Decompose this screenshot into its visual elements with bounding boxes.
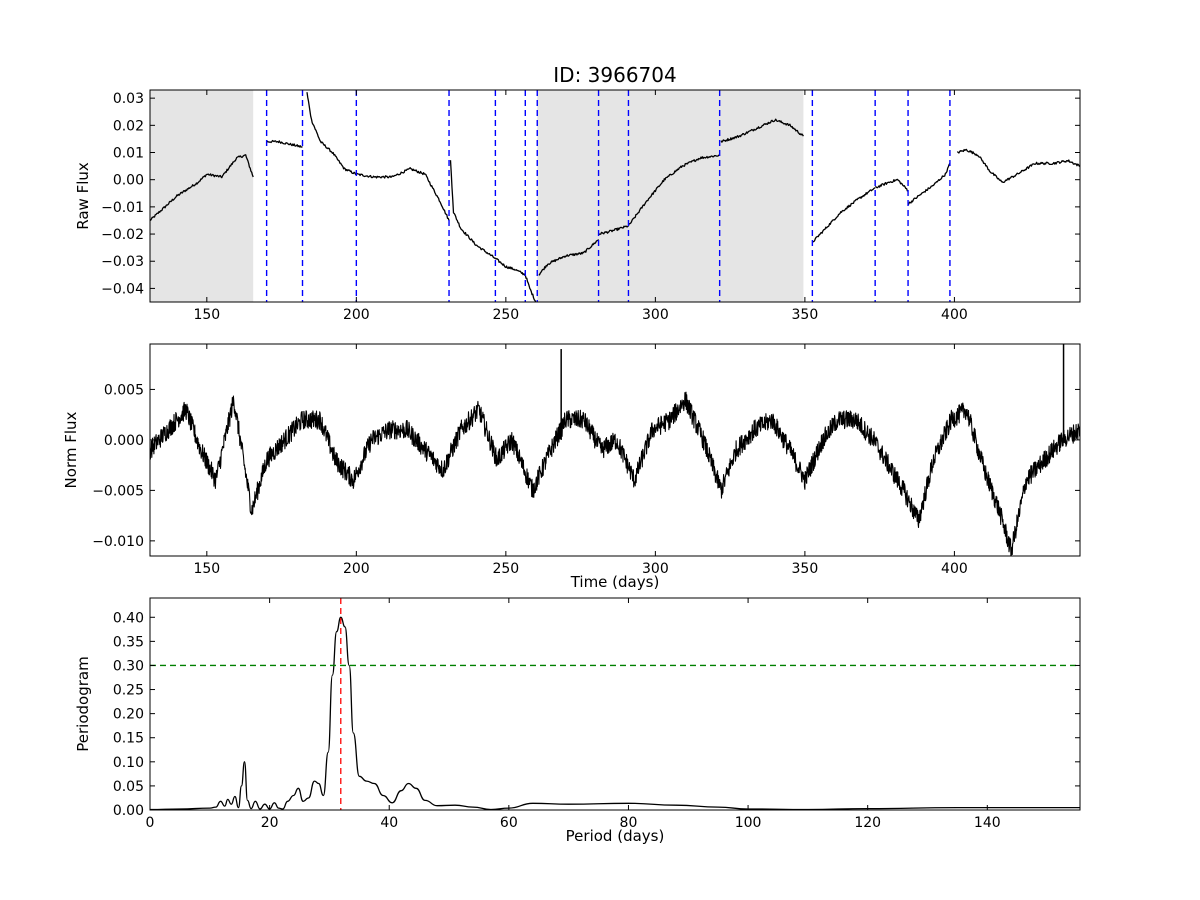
y-tick-label: 0.35	[113, 634, 144, 650]
x-tick-label: 150	[193, 561, 220, 577]
y-tick-label: −0.005	[92, 483, 144, 499]
x-tick-label: 80	[620, 815, 638, 831]
raw-flux-segment	[811, 187, 876, 243]
x-axis-label: Period (days)	[566, 827, 665, 845]
plot-area	[150, 90, 1080, 302]
raw-flux-panel: 150 200 250 300 350 400 −0.04 −0.03 −0.02 −0.01 0.…	[74, 89, 1081, 323]
y-tick-label: −0.01	[101, 200, 144, 216]
x-tick-label: 200	[343, 561, 370, 577]
x-tick-label: 40	[380, 815, 398, 831]
raw-flux-segment	[956, 148, 1080, 184]
chart-title: ID: 3966704	[553, 63, 676, 87]
y-axis-label: Norm Flux	[62, 411, 80, 488]
x-tick-label: 140	[974, 815, 1001, 831]
y-tick-label: −0.02	[101, 227, 144, 243]
y-tick-label: 0.02	[113, 118, 144, 134]
raw-flux-segment	[355, 167, 450, 221]
x-tick-label: 250	[492, 561, 519, 577]
x-tick-label: 150	[193, 307, 220, 323]
plot-area	[150, 344, 1080, 556]
raw-flux-segment	[598, 225, 629, 235]
y-axis-label: Periodogram	[74, 656, 92, 751]
shaded-region	[150, 90, 254, 302]
axes-frame	[149, 343, 1081, 557]
y-tick-label: −0.03	[101, 254, 144, 270]
y-tick-label: 0.30	[113, 658, 144, 674]
y-tick-label: 0.03	[113, 91, 144, 107]
x-tick-label: 350	[792, 307, 819, 323]
norm-flux-panel: 150 200 250 300 350 400 −0.010 −0.005 0.000 0.005…	[62, 343, 1081, 591]
y-tick-label: 0.005	[104, 382, 144, 398]
raw-flux-segment	[266, 139, 303, 148]
raw-flux-segment	[627, 154, 720, 226]
x-tick-label: 20	[261, 815, 279, 831]
x-tick-label: 0	[146, 815, 155, 831]
periodogram-line	[150, 616, 1080, 810]
y-axis-label: Raw Flux	[74, 162, 92, 230]
axes-frame	[149, 89, 1081, 303]
x-tick-label: 350	[792, 561, 819, 577]
plot-area	[150, 598, 1080, 810]
y-tick-label: −0.04	[101, 281, 144, 297]
raw-flux-segment	[538, 239, 600, 276]
axes-frame	[149, 597, 1081, 811]
y-tick-label: 0.000	[104, 433, 144, 449]
x-tick-label: 300	[642, 307, 669, 323]
y-tick-label: −0.010	[92, 534, 144, 550]
y-tick-label: 0.15	[113, 731, 144, 747]
periodogram-panel: 0 20 40 60 80 100 120 140 0.00 0.05 0.10 0.15 0.20 0.…	[74, 597, 1081, 845]
raw-flux-segment	[449, 160, 496, 260]
raw-flux-segment	[524, 274, 537, 302]
raw-flux-segment	[720, 118, 804, 143]
y-tick-label: 0.25	[113, 683, 144, 699]
raw-flux-segment	[907, 163, 951, 206]
y-tick-label: 0.01	[113, 146, 144, 162]
raw-flux-segment	[150, 154, 254, 221]
x-tick-label: 60	[500, 815, 518, 831]
shaded-region	[537, 90, 804, 302]
y-tick-label: 0.00	[113, 803, 144, 819]
x-tick-label: 300	[642, 561, 669, 577]
y-tick-label: 0.00	[113, 173, 144, 189]
raw-flux-segment	[306, 92, 357, 176]
x-axis-label: Time (days)	[570, 573, 660, 591]
x-tick-label: 250	[492, 307, 519, 323]
y-tick-label: 0.10	[113, 755, 144, 771]
raw-flux-segment	[494, 257, 526, 276]
x-tick-label: 400	[941, 561, 968, 577]
y-tick-label: 0.40	[113, 610, 144, 626]
x-tick-label: 400	[941, 307, 968, 323]
x-tick-label: 200	[343, 307, 370, 323]
y-tick-label: 0.20	[113, 707, 144, 723]
raw-flux-segment	[875, 178, 909, 192]
x-tick-label: 120	[854, 815, 881, 831]
y-tick-label: 0.05	[113, 779, 144, 795]
x-tick-label: 100	[735, 815, 762, 831]
norm-flux-line	[150, 391, 1080, 556]
